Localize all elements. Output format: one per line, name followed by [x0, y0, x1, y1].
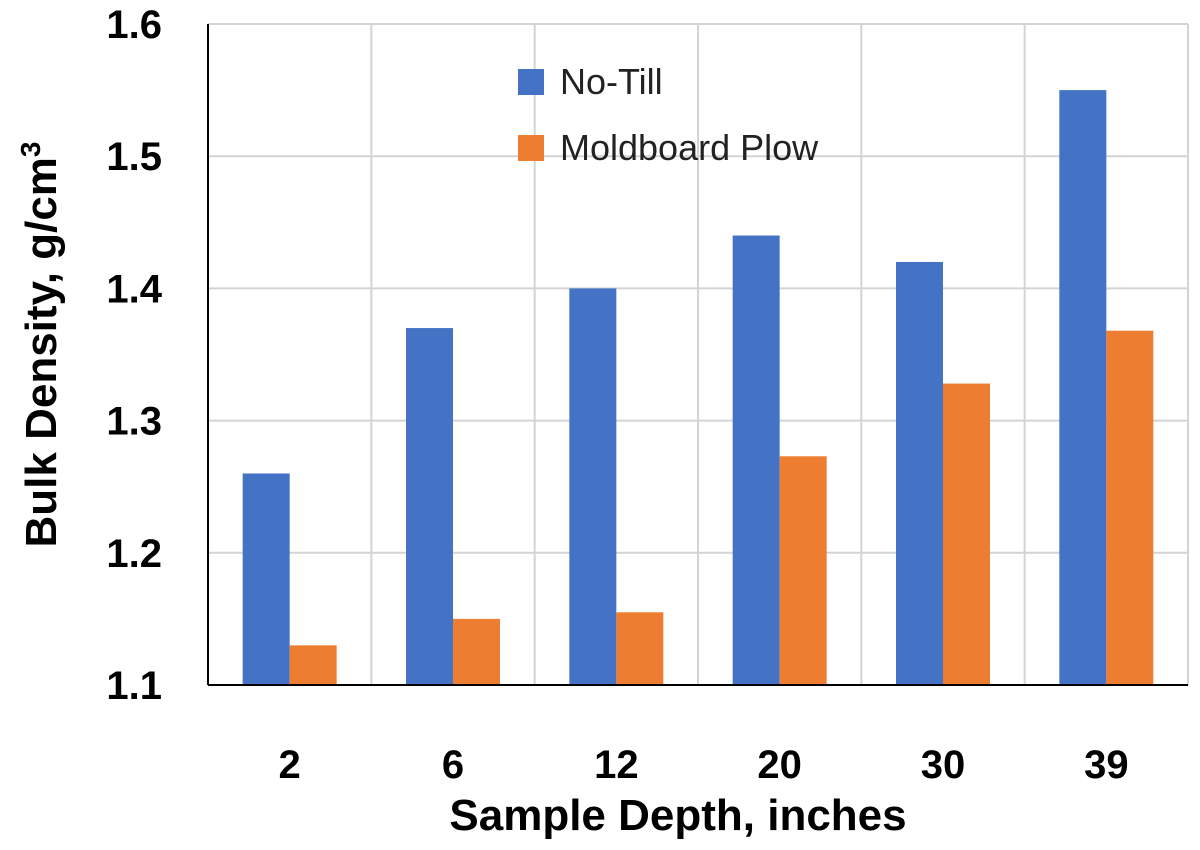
y-tick-labels: 1.1 1.2 1.3 1.4 1.5 1.6	[106, 3, 162, 708]
gridlines	[207, 23, 1189, 686]
x-tick-label: 2	[279, 743, 301, 787]
bar-no-till-6	[406, 328, 453, 685]
y-tick-label: 1.6	[106, 3, 162, 47]
bars	[242, 90, 1154, 686]
bar-moldboard-plow-2	[289, 645, 337, 685]
x-tick-label: 12	[594, 743, 639, 787]
y-tick-label: 1.3	[106, 400, 162, 444]
bar-moldboard-plow-20	[779, 456, 827, 685]
bar-no-till-12	[569, 288, 617, 685]
legend-label-no-till: No-Till	[560, 61, 663, 102]
legend: No-Till Moldboard Plow	[518, 61, 819, 168]
x-tick-label: 39	[1084, 743, 1129, 787]
bar-no-till-30	[896, 261, 943, 685]
y-tick-label: 1.5	[106, 135, 162, 179]
y-tick-label: 1.2	[106, 532, 162, 576]
y-axis-title: Bulk Density, g/cm3	[15, 142, 66, 548]
bar-moldboard-plow-30	[943, 383, 990, 685]
x-tick-labels: 2 6 12 20 30 39	[279, 743, 1129, 787]
x-tick-label: 20	[757, 743, 802, 787]
bar-moldboard-plow-39	[1106, 330, 1154, 685]
bar-moldboard-plow-6	[453, 618, 500, 685]
bar-moldboard-plow-12	[616, 612, 664, 685]
bar-no-till-2	[242, 473, 290, 685]
legend-swatch-moldboard-plow	[518, 135, 544, 161]
bar-no-till-20	[732, 235, 780, 685]
y-axis-title-text: Bulk Density, g/cm	[17, 157, 66, 547]
x-axis-title: Sample Depth, inches	[449, 791, 906, 840]
x-tick-label: 6	[442, 743, 464, 787]
legend-label-moldboard-plow: Moldboard Plow	[560, 127, 819, 168]
x-tick-label: 30	[921, 743, 966, 787]
bar-no-till-39	[1059, 90, 1107, 686]
y-axis-title-superscript: 3	[15, 142, 46, 158]
y-tick-label: 1.1	[106, 664, 162, 708]
legend-swatch-no-till	[518, 69, 544, 95]
y-tick-label: 1.4	[106, 267, 162, 311]
axes	[207, 24, 1188, 686]
